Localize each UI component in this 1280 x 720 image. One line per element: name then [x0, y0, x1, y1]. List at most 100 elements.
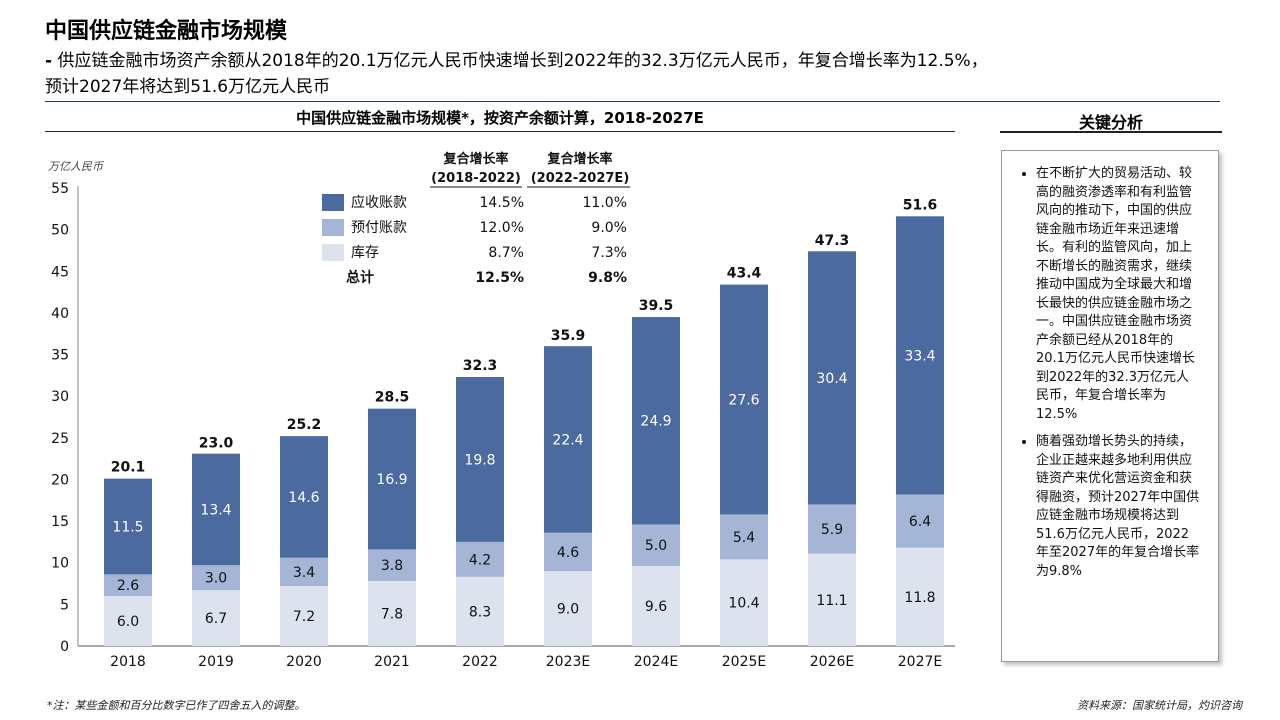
bar-prepaid-2025E — [720, 514, 768, 560]
analysis-bullet-1: 在不断扩大的贸易活动、较高的融资渗透率和有利监管风向的推动下，中国的供应链金融市… — [1036, 165, 1202, 424]
y-tick-label-9: 45 — [51, 264, 69, 280]
bar-inventory-2018 — [104, 596, 152, 646]
legend-swatch-0 — [322, 194, 344, 211]
bar-total-label-2023E: 35.9 — [551, 328, 586, 344]
bar-inventory-2027E — [896, 547, 944, 646]
bar-label-prepaid-2020: 3.4 — [293, 565, 315, 581]
chart-title-divider — [45, 131, 955, 132]
analysis-panel: 在不断扩大的贸易活动、较高的融资渗透率和有利监管风向的推动下，中国的供应链金融市… — [1001, 150, 1219, 662]
bar-label-prepaid-2018: 2.6 — [117, 578, 139, 594]
page-subtitle: - 供应链金融市场资产余额从2018年的20.1万亿元人民币快速增长到2022年… — [45, 48, 1235, 100]
y-tick-label-0: 0 — [60, 639, 69, 655]
bar-receivables-2023E — [544, 346, 592, 533]
y-axis-unit: 万亿人民币 — [48, 160, 105, 173]
bar-receivables-2025E — [720, 284, 768, 515]
legend-label-0: 应收账款 — [351, 194, 407, 211]
bar-label-inventory-2022: 8.3 — [469, 604, 491, 620]
bar-label-inventory-2021: 7.8 — [381, 607, 403, 623]
bar-prepaid-2020 — [280, 557, 328, 587]
x-tick-label-2027E: 2027E — [898, 654, 942, 670]
y-tick-label-5: 25 — [51, 431, 69, 447]
x-tick-label-2021: 2021 — [374, 654, 410, 670]
bar-label-inventory-2025E: 10.4 — [728, 596, 759, 612]
subtitle-line-1: 供应链金融市场资产余额从2018年的20.1万亿元人民币快速增长到2022年的3… — [57, 51, 988, 71]
bar-label-prepaid-2019: 3.0 — [205, 571, 227, 587]
bar-inventory-2019 — [192, 590, 240, 646]
x-tick-label-2018: 2018 — [110, 654, 146, 670]
legend-label-3: 总计 — [346, 269, 374, 286]
bar-prepaid-2027E — [896, 494, 944, 548]
bar-inventory-2022 — [456, 576, 504, 646]
y-tick-label-1: 5 — [60, 597, 69, 613]
bar-inventory-2025E — [720, 559, 768, 646]
bar-total-label-2025E: 43.4 — [727, 266, 762, 282]
legend-swatch-2 — [322, 244, 344, 261]
bar-label-prepaid-2027E: 6.4 — [909, 514, 931, 530]
bar-prepaid-2021 — [368, 549, 416, 582]
cagr-col2-value-3: 9.8% — [588, 270, 627, 286]
bar-label-inventory-2020: 7.2 — [293, 609, 315, 625]
bar-inventory-2024E — [632, 566, 680, 646]
footnote: *注：某些金额和百分比数字已作了四舍五入的调整。 — [47, 699, 306, 712]
y-tick-label-8: 40 — [51, 306, 69, 322]
stacked-bar-chart: 万亿人民币 0 5 10 15 20 25 30 35 40 45 50 55 6.0 2.6 11.5 20.… — [48, 151, 955, 670]
x-tick-label-2026E: 2026E — [810, 654, 854, 670]
bar-receivables-2026E — [808, 251, 856, 505]
bar-prepaid-2026E — [808, 504, 856, 554]
analysis-title-divider — [1000, 131, 1222, 133]
bar-receivables-2018 — [104, 478, 152, 575]
cagr-col2-header-2: (2022-2027E) — [531, 171, 630, 186]
y-tick-label-3: 15 — [51, 514, 69, 530]
bar-total-label-2019: 23.0 — [199, 435, 234, 451]
bar-receivables-2024E — [632, 317, 680, 525]
bar-total-label-2026E: 47.3 — [815, 233, 850, 249]
cagr-col1-header-1: 复合增长率 — [442, 151, 508, 167]
bar-total-label-2020: 25.2 — [287, 417, 322, 433]
header-divider — [45, 101, 1220, 102]
cagr-col1-value-2: 8.7% — [488, 245, 524, 261]
bar-label-inventory-2024E: 9.6 — [645, 599, 667, 615]
bar-inventory-2020 — [280, 586, 328, 646]
source-note: 资料来源：国家统计局，灼识咨询 — [1077, 699, 1242, 712]
bar-receivables-2027E — [896, 216, 944, 495]
bar-inventory-2021 — [368, 581, 416, 646]
x-tick-label-2023E: 2023E — [546, 654, 590, 670]
bar-label-inventory-2018: 6.0 — [117, 614, 139, 630]
cagr-col1-value-0: 14.5% — [480, 195, 524, 211]
bar-label-prepaid-2022: 4.2 — [469, 552, 491, 568]
x-tick-label-2020: 2020 — [286, 654, 322, 670]
cagr-col1-value-1: 12.0% — [480, 220, 524, 236]
bar-receivables-2019 — [192, 453, 240, 566]
analysis-bullet-2: 随着强劲增长势头的持续，企业正越来越多地利用供应链资产来优化营运资金和获得融资，… — [1036, 433, 1202, 581]
bar-total-label-2021: 28.5 — [375, 390, 410, 406]
y-tick-label-2: 10 — [51, 556, 69, 572]
y-tick-label-11: 55 — [51, 181, 69, 197]
x-tick-label-2022: 2022 — [462, 654, 498, 670]
y-tick-label-6: 30 — [51, 389, 69, 405]
bar-receivables-2022 — [456, 377, 504, 542]
bar-prepaid-2018 — [104, 574, 152, 597]
bar-label-prepaid-2023E: 4.6 — [557, 545, 579, 561]
cagr-col2-value-2: 7.3% — [591, 245, 627, 261]
bar-total-label-2024E: 39.5 — [639, 298, 674, 314]
bar-prepaid-2024E — [632, 524, 680, 567]
bar-label-receivables-2025E: 27.6 — [728, 393, 759, 409]
bar-prepaid-2022 — [456, 541, 504, 577]
bar-label-receivables-2026E: 30.4 — [816, 371, 847, 387]
cagr-col2-value-0: 11.0% — [583, 195, 627, 211]
y-tick-label-7: 35 — [51, 348, 69, 364]
cagr-col2-value-1: 9.0% — [591, 220, 627, 236]
bar-label-prepaid-2025E: 5.4 — [733, 530, 755, 546]
bar-label-inventory-2026E: 11.1 — [816, 593, 847, 609]
bar-label-receivables-2019: 13.4 — [200, 502, 231, 518]
chart-title: 中国供应链金融市场规模*，按资产余额计算，2018-2027E — [296, 109, 704, 127]
bar-inventory-2023E — [544, 571, 592, 646]
cagr-col1-value-3: 12.5% — [475, 270, 524, 286]
bar-label-receivables-2023E: 22.4 — [552, 432, 583, 448]
analysis-list: 在不断扩大的贸易活动、较高的融资渗透率和有利监管风向的推动下，中国的供应链金融市… — [1018, 165, 1202, 581]
bar-receivables-2021 — [368, 408, 416, 550]
bar-inventory-2026E — [808, 553, 856, 646]
bar-label-inventory-2019: 6.7 — [205, 611, 227, 627]
page-title: 中国供应链金融市场规模 — [45, 19, 288, 44]
subtitle-dash: - — [45, 51, 53, 71]
